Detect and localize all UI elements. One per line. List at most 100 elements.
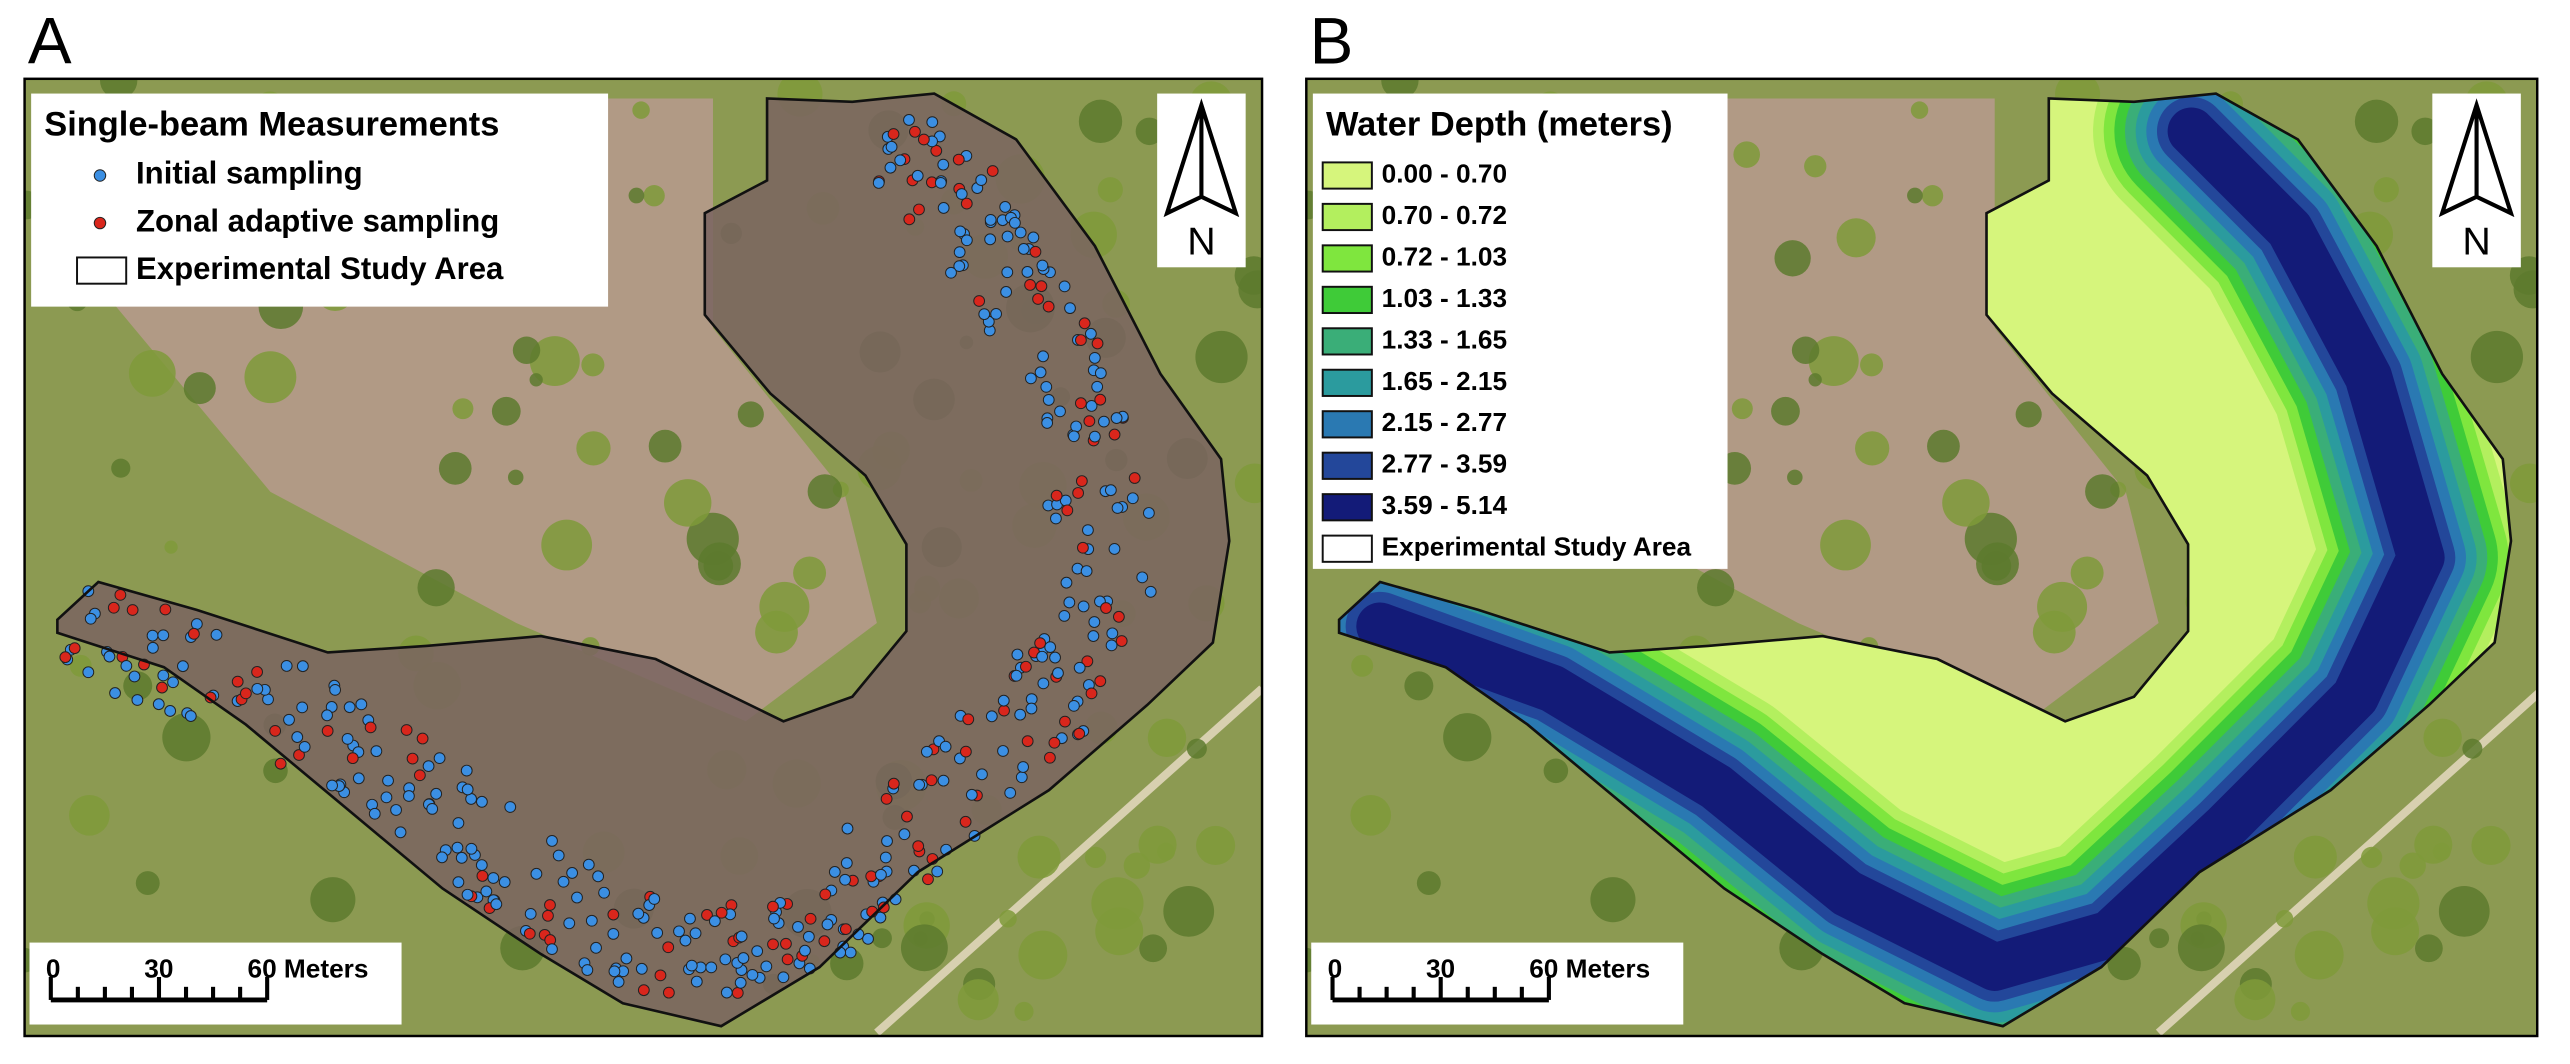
sample-point: [1041, 417, 1054, 429]
sample-point: [1015, 771, 1028, 784]
sample-point: [875, 868, 887, 881]
sample-point: [701, 909, 713, 921]
north-arrow: N: [2432, 93, 2521, 268]
sample-point: [1058, 609, 1071, 622]
sample-point: [184, 710, 197, 722]
legend: Single-beam Measurements Initial sampling…: [31, 93, 609, 307]
sample-point: [490, 898, 503, 911]
sample-point: [884, 161, 897, 174]
sample-point: [283, 713, 295, 726]
sample-point: [585, 914, 598, 927]
tree: [1139, 934, 1168, 963]
north-label: N: [2462, 220, 2490, 264]
sample-point: [1073, 727, 1086, 740]
tree: [2290, 1001, 2310, 1022]
sample-point: [157, 669, 170, 682]
tree: [628, 187, 645, 204]
sample-point: [632, 907, 645, 920]
sample-point: [1017, 243, 1030, 255]
tree: [1733, 141, 1760, 168]
tree: [1091, 877, 1144, 930]
sample-point: [1036, 259, 1049, 272]
legend-box: [1312, 93, 1728, 569]
sample-point: [1108, 543, 1121, 555]
sample-point: [1027, 231, 1040, 244]
sample-point: [984, 233, 997, 246]
sample-point: [476, 795, 488, 808]
sample-point: [913, 203, 925, 216]
sample-point: [1072, 487, 1085, 499]
tree: [1771, 396, 1800, 426]
tree: [1234, 463, 1263, 504]
sample-point: [1020, 660, 1032, 673]
sample-point: [582, 858, 595, 871]
sample-point: [465, 842, 478, 855]
sample-point: [581, 964, 594, 976]
sample-point: [953, 260, 966, 273]
sample-point: [1050, 489, 1063, 502]
sample-point: [177, 660, 189, 673]
panel-label: B: [1310, 4, 1354, 77]
sample-point: [1044, 751, 1056, 764]
tree: [1017, 835, 1061, 879]
sample-point: [164, 705, 177, 717]
sample-point: [689, 927, 702, 940]
tree: [2360, 846, 2383, 869]
sample-point: [760, 960, 773, 973]
sample-point: [524, 907, 537, 920]
sample-point: [715, 906, 728, 919]
sample-point: [280, 660, 293, 672]
legend-label: Experimental Study Area: [136, 251, 504, 286]
tree: [1787, 469, 1803, 486]
tree: [128, 349, 176, 397]
sample-point: [546, 834, 558, 847]
sample-point: [1074, 334, 1087, 346]
sample-point: [767, 900, 779, 913]
tree: [1860, 353, 1884, 377]
tree: [2509, 463, 2538, 504]
legend-symbol: [1321, 493, 1373, 522]
sample-point: [566, 867, 579, 879]
sample-point: [370, 745, 383, 758]
sample-point: [690, 975, 703, 988]
sample-point: [394, 826, 407, 839]
tree: [529, 373, 543, 387]
sample-point: [909, 125, 921, 138]
sample-point: [862, 932, 874, 945]
sample-point: [159, 603, 172, 616]
sample-point: [999, 201, 1012, 213]
legend-symbol: [1321, 202, 1373, 232]
scale-bar-label: 0: [1328, 953, 1343, 983]
sample-point: [346, 752, 359, 765]
sample-point: [1088, 430, 1101, 443]
sample-point: [984, 214, 997, 226]
sample-point: [945, 266, 957, 279]
sample-point: [1078, 317, 1091, 330]
sample-point: [400, 724, 413, 736]
tree: [2415, 934, 2443, 963]
sample-point: [426, 802, 439, 815]
sample-point: [1001, 230, 1014, 243]
sample-point: [430, 787, 443, 800]
sample-point: [1021, 735, 1034, 748]
sample-point: [498, 876, 511, 888]
tree: [664, 479, 712, 527]
tree: [1590, 877, 1636, 923]
sample-point: [997, 745, 1009, 757]
sample-point: [552, 849, 565, 862]
legend-label: Experimental Study Area: [1382, 532, 1692, 562]
legend-symbol: [1321, 410, 1373, 439]
tree: [2462, 738, 2483, 759]
tree: [2470, 330, 2524, 384]
sample-point: [841, 822, 854, 835]
sample-point: [844, 946, 857, 959]
sample-point: [167, 676, 179, 689]
sample-point: [364, 721, 377, 734]
sample-point: [705, 961, 718, 974]
legend-symbol: [1321, 451, 1373, 480]
sample-point: [82, 666, 95, 679]
tree: [99, 78, 138, 100]
sample-point: [590, 941, 602, 954]
sample-point: [879, 851, 892, 864]
legend-title: Single-beam Measurements: [44, 105, 499, 143]
